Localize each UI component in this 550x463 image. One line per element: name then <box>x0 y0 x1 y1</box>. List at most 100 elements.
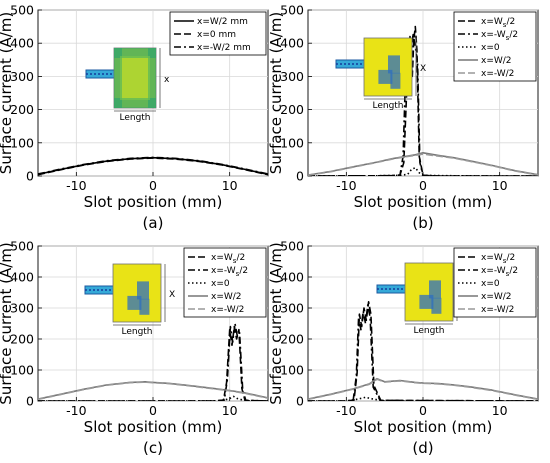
y-tick-label: 100 <box>10 363 34 378</box>
y-tick-label: 0 <box>296 169 304 184</box>
inset-current-region <box>378 69 393 84</box>
series-line-x-w-2-mm <box>38 156 268 175</box>
inset-current-region <box>419 294 434 309</box>
panel-label: (a) <box>143 214 164 232</box>
y-tick-label: 400 <box>280 36 304 51</box>
x-tick-label: 0 <box>149 403 157 418</box>
y-tick-label: 500 <box>10 239 34 254</box>
inset-current-region <box>137 281 149 300</box>
y-tick-label: 100 <box>280 363 304 378</box>
inset-length-label: Length <box>413 326 444 336</box>
series-line-x-0 <box>308 166 538 176</box>
y-tick-label: 300 <box>10 69 34 84</box>
inset-current-region <box>114 48 156 58</box>
inset-current-region <box>431 297 442 314</box>
y-axis-label: Surface current (A/m) <box>267 12 285 174</box>
y-tick-label: 0 <box>296 394 304 409</box>
legend-entry: x=Ws/2 <box>481 253 515 265</box>
y-tick-label: 100 <box>280 135 304 150</box>
panel-label: (b) <box>412 214 433 232</box>
legend-entry: x=0 <box>481 279 500 289</box>
inset-x-label: X <box>420 64 426 74</box>
legend-entry: x=Ws/2 <box>211 253 245 265</box>
legend <box>183 247 267 318</box>
legend-entry: x=0 <box>481 43 500 53</box>
legend-entry: x=-W/2 <box>211 305 244 315</box>
inset-current-region <box>390 72 401 89</box>
series-line-x-w-2 <box>38 381 268 401</box>
y-axis-label: Surface current (A/m) <box>0 12 15 174</box>
x-tick-label: 10 <box>492 178 508 193</box>
x-tick-label: 10 <box>222 403 238 418</box>
inset-current-region <box>114 98 156 108</box>
y-tick-label: 500 <box>280 3 304 18</box>
y-tick-label: 100 <box>10 135 34 150</box>
legend <box>453 247 537 318</box>
legend-entry: x=-W/2 <box>481 305 514 315</box>
legend-entry: x=W/2 <box>211 292 242 302</box>
x-tick-label: 0 <box>149 178 157 193</box>
y-tick-label: 400 <box>10 270 34 285</box>
y-tick-label: 200 <box>280 332 304 347</box>
series-line-x-w-2 <box>308 153 538 176</box>
legend-entry: x=-Ws/2 <box>481 266 518 278</box>
x-tick-label: -10 <box>336 178 356 193</box>
legend-entry: x=W/2 mm <box>197 17 248 27</box>
legend-entry: x=-Ws/2 <box>211 266 248 278</box>
x-axis-label: Slot position (mm) <box>84 193 223 211</box>
legend-entry: x=-Ws/2 <box>481 30 518 42</box>
x-tick-label: -10 <box>336 403 356 418</box>
inset-length-label: Length <box>372 101 403 111</box>
panel-label: (d) <box>412 439 433 457</box>
inset-current-region <box>139 298 150 315</box>
legend-entry: x=W/2 <box>481 56 512 66</box>
inset-current-region <box>429 280 441 299</box>
x-tick-label: 10 <box>222 178 238 193</box>
y-tick-label: 200 <box>10 332 34 347</box>
x-tick-label: 10 <box>492 403 508 418</box>
y-tick-label: 0 <box>26 394 34 409</box>
y-tick-label: 300 <box>10 301 34 316</box>
panel-label: (c) <box>143 439 163 457</box>
y-axis-label: Surface current (A/m) <box>267 242 285 404</box>
legend-entry: x=W/2 <box>481 292 512 302</box>
x-tick-label: -10 <box>66 178 86 193</box>
y-tick-label: 500 <box>10 3 34 18</box>
y-tick-label: 300 <box>280 301 304 316</box>
legend-entry: x=0 <box>211 279 230 289</box>
x-axis-label: Slot position (mm) <box>84 418 223 436</box>
x-tick-label: 0 <box>419 178 427 193</box>
legend-entry: x=Ws/2 <box>481 17 515 29</box>
inset-current-region <box>114 48 122 108</box>
x-tick-label: 0 <box>419 403 427 418</box>
inset-current-region <box>127 295 142 310</box>
y-tick-label: 400 <box>280 270 304 285</box>
y-tick-label: 200 <box>10 102 34 117</box>
legend-entry: x=0 mm <box>197 30 236 40</box>
inset-current-region <box>388 55 400 74</box>
x-axis-label: Slot position (mm) <box>354 193 493 211</box>
inset-length-label: Length <box>121 327 152 337</box>
y-tick-label: 300 <box>280 69 304 84</box>
inset-x-label: X <box>169 290 175 300</box>
y-tick-label: 200 <box>280 102 304 117</box>
inset-current-region <box>148 48 156 108</box>
legend <box>453 11 537 82</box>
legend-entry: x=-W/2 <box>481 69 514 79</box>
x-tick-label: -10 <box>66 403 86 418</box>
y-tick-label: 400 <box>10 36 34 51</box>
x-axis-label: Slot position (mm) <box>354 418 493 436</box>
inset-current-region <box>120 56 150 100</box>
y-tick-label: 500 <box>280 239 304 254</box>
inset-length-label: Length <box>119 113 150 123</box>
series-line-x-w-2 <box>308 378 538 401</box>
y-axis-label: Surface current (A/m) <box>0 242 15 404</box>
inset-x-label: x <box>164 75 170 85</box>
y-tick-label: 0 <box>26 169 34 184</box>
legend-entry: x=-W/2 mm <box>197 43 251 53</box>
